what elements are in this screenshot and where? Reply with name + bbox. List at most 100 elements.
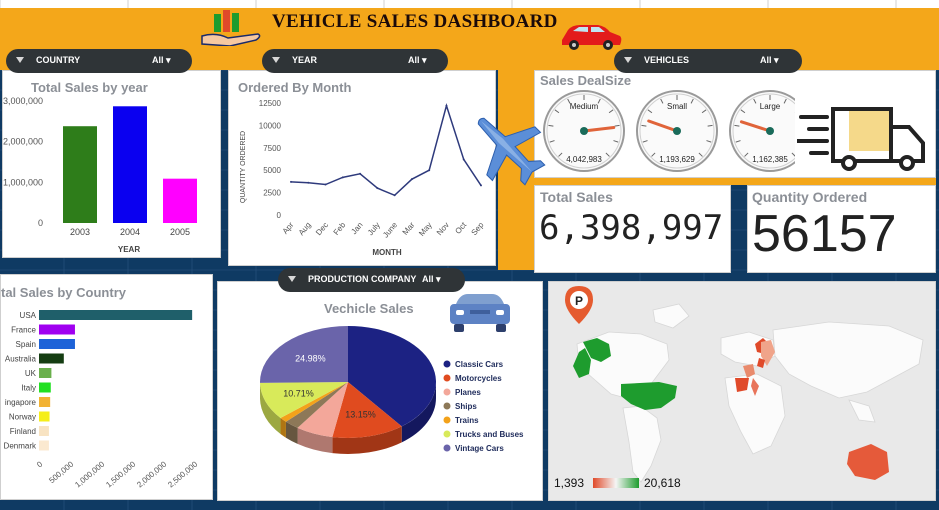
gauge-tick	[698, 152, 703, 157]
year-slicer[interactable]: YEAR All ▾	[262, 49, 448, 73]
gauge-tick	[549, 140, 555, 143]
y-tick-label: 0	[277, 211, 282, 220]
x-tick-label: Dec	[314, 221, 330, 238]
svg-text:P: P	[575, 294, 583, 308]
legend-label: Vintage Cars	[455, 444, 504, 453]
gauge-Large	[729, 90, 795, 172]
gauge-tick	[647, 109, 653, 114]
legend-label: Trains	[455, 416, 479, 425]
y-tick-label: 2500	[263, 189, 281, 198]
point-Sep	[480, 184, 482, 187]
country-slicer-value[interactable]: All ▾	[152, 55, 171, 65]
legend-marker-Classic Cars	[443, 360, 451, 368]
gauge-tick	[613, 140, 619, 143]
y-axis-label: QUANTITY ORDERED	[240, 131, 247, 203]
year-slicer-value[interactable]: All ▾	[408, 55, 427, 65]
gauge-tick	[690, 98, 694, 104]
gauge-label: Large	[760, 102, 781, 111]
vehicles-slicer-value[interactable]: All ▾	[760, 55, 779, 65]
gauge-label: Medium	[570, 102, 599, 111]
production-company-slicer-value[interactable]: All ▾	[422, 274, 441, 284]
y-tick-label: UK	[25, 369, 37, 378]
y-tick-label: 7500	[263, 144, 281, 153]
pie-side-Trucks and Buses	[260, 382, 281, 434]
gauge-tick	[567, 98, 571, 104]
vehicles-slicer-label: VEHICLES	[644, 55, 690, 65]
legend-marker-Trucks and Buses	[443, 430, 451, 438]
bar-USA	[39, 310, 193, 320]
y-tick-label: 12500	[259, 99, 282, 108]
sales-by-year-panel: Total Sales by year 0 1,000,000 2,000,000 3…	[2, 70, 221, 258]
bar-Finland	[39, 426, 49, 436]
gauge-value: 4,042,983	[566, 155, 602, 164]
grid-orange-cell	[534, 178, 936, 185]
vehicle-sales-title: Vechicle Sales	[324, 301, 414, 316]
y-tick-label: Norway	[9, 413, 36, 422]
bar-Australia	[39, 353, 64, 364]
filter-icon	[288, 276, 296, 282]
grid-top-strip	[0, 0, 939, 8]
country-slicer[interactable]: COUNTRY All ▾	[6, 49, 192, 73]
x-tick-label: 1,000,000	[73, 459, 106, 489]
map-pin-icon: P	[565, 286, 593, 324]
point-Feb	[341, 176, 344, 179]
total-sales-value: 6,398,997	[539, 208, 724, 248]
legend-label: Trucks and Buses	[455, 430, 524, 439]
y-tick-label: 2,000,000	[3, 137, 43, 147]
sales-by-year-chart: 0 1,000,000 2,000,000 3,000,000 2003 2004 2005…	[3, 96, 197, 254]
point-May	[428, 169, 431, 172]
gauge-tick	[740, 109, 746, 114]
pie-side-Ships	[285, 421, 298, 444]
total-sales-label: Total Sales	[540, 189, 613, 205]
gauge-hub	[580, 127, 588, 135]
point-Dec	[324, 183, 327, 186]
x-tick-label: Apr	[281, 220, 296, 236]
x-axis-label: YEAR	[118, 245, 140, 254]
pie-slice-Trains	[280, 382, 348, 422]
vehicle-sales-pie: 13.15% 10.71% 24.98% Classic Cars Motorcycle…	[260, 326, 524, 454]
vehicle-sales-panel: Vechicle Sales 13.15% 10.71% 24.98% Classic…	[217, 281, 543, 501]
gauge-value: 1,193,629	[659, 155, 695, 164]
month-series-line	[290, 103, 482, 197]
gauge-needle	[739, 120, 772, 133]
sales-by-year-title: Total Sales by year	[31, 80, 148, 95]
x-tick-label: Oct	[453, 220, 468, 236]
pie-slice-Ships	[285, 382, 348, 428]
bar-Italy	[39, 382, 51, 393]
gauge-rim	[639, 93, 715, 169]
sales-by-country-title: tal Sales by Country	[1, 285, 126, 300]
bar-2004	[113, 106, 147, 223]
pie-data-label: 24.98%	[295, 353, 326, 363]
gauge-tick	[605, 152, 610, 157]
quantity-ordered-label: Quantity Ordered	[752, 189, 868, 205]
y-tick-label: Spain	[16, 340, 36, 349]
dashboard-title: VEHICLE SALES DASHBOARD	[272, 11, 558, 32]
y-tick-label: 0	[38, 218, 43, 228]
x-tick-label: 2,000,000	[135, 459, 168, 489]
quantity-ordered-kpi: Quantity Ordered 56157	[747, 185, 936, 273]
x-tick-label: Feb	[332, 220, 348, 237]
gauge-tick	[734, 124, 740, 127]
legend-label: Motorcycles	[455, 374, 502, 383]
y-tick-label: Italy	[21, 384, 36, 393]
vehicles-slicer[interactable]: VEHICLES All ▾	[614, 49, 802, 73]
filter-icon	[272, 57, 280, 63]
x-tick-label: 2,500,000	[166, 459, 199, 489]
point-Aug	[307, 181, 310, 184]
point-Apr	[290, 180, 292, 183]
x-axis-label: MONTH	[372, 248, 402, 257]
x-tick-label: Aug	[297, 221, 313, 238]
sales-dealsize-panel: Sales DealSize Medium 4,042,983 Small 1,193…	[534, 70, 936, 178]
x-tick-label: 2005	[170, 227, 190, 237]
gauge-tick	[548, 124, 554, 127]
gauge-needle	[582, 126, 616, 133]
y-tick-label: USA	[20, 311, 37, 320]
production-company-slicer[interactable]: PRODUCTION COMPANY All ▾	[278, 268, 465, 292]
map-legend-max: 20,618	[644, 476, 681, 490]
gauge-needle	[647, 119, 679, 133]
x-tick-label: July	[366, 221, 382, 238]
point-July	[376, 187, 379, 190]
y-tick-label: 3,000,000	[3, 96, 43, 106]
ordered-by-month-panel: Ordered By Month 0 2500 5000 7500 10000 12500…	[228, 70, 496, 266]
